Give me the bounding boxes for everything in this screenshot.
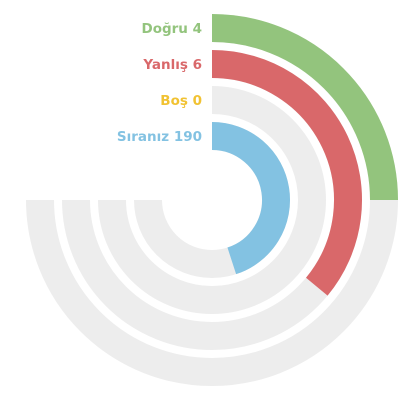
ring-label-bos: Boş 0 xyxy=(160,93,202,109)
ring-label-dogru: Doğru 4 xyxy=(141,21,202,37)
ring-bar-dogru xyxy=(211,14,398,201)
ring-label-siraniz: Sıranız 190 xyxy=(117,129,202,145)
ring-bar-yanlis xyxy=(211,50,362,296)
ring-bars xyxy=(211,14,398,296)
ring-bar-siraniz xyxy=(211,122,290,275)
ring-label-yanlis: Yanlış 6 xyxy=(142,57,202,73)
ring-track-bos xyxy=(98,86,326,314)
ring-labels: Doğru 4 Yanlış 6 Boş 0 Sıranız 190 xyxy=(117,21,202,145)
